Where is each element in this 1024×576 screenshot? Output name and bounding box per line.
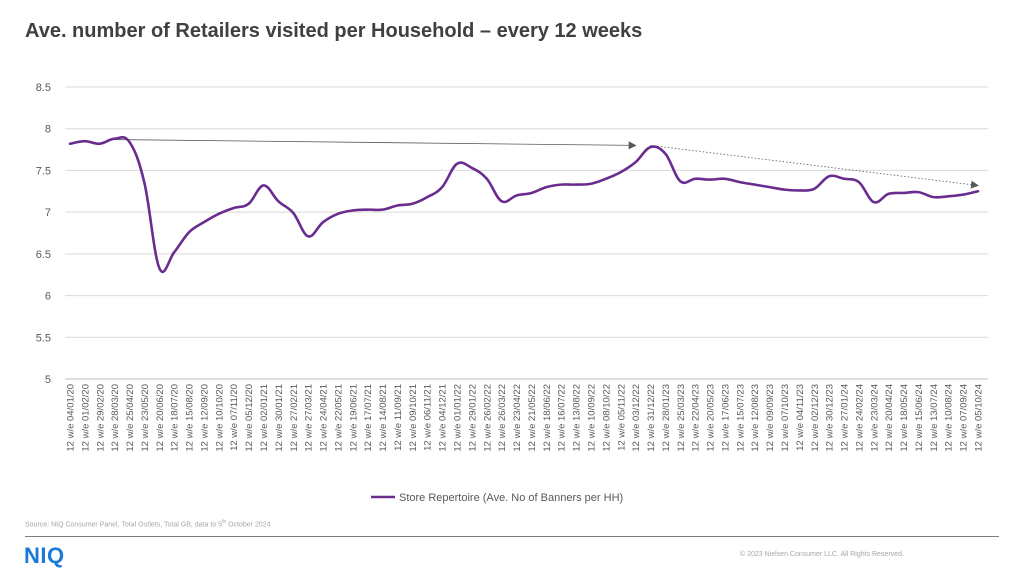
x-tick-label: 12 w/e 17/06/23 [720, 384, 731, 452]
source-prefix: Source: NIQ Consumer Panel, Total Outlet… [25, 521, 223, 529]
y-tick-label: 5.5 [36, 332, 51, 344]
x-tick-label: 12 w/e 12/09/20 [199, 384, 210, 452]
x-tick-label: 12 w/e 18/05/24 [899, 384, 910, 452]
x-tick-label: 12 w/e 29/02/20 [95, 384, 106, 452]
x-tick-label: 12 w/e 25/03/23 [676, 384, 687, 452]
x-tick-label: 12 w/e 23/04/22 [512, 384, 523, 452]
x-tick-label: 12 w/e 18/07/20 [170, 384, 181, 452]
x-tick-label: 12 w/e 24/04/21 [319, 384, 330, 452]
x-tick-label: 12 w/e 05/10/24 [974, 384, 985, 452]
x-tick-label: 12 w/e 08/10/22 [601, 384, 612, 452]
x-tick-label: 12 w/e 13/08/22 [572, 384, 583, 452]
x-tick-label: 12 w/e 01/02/20 [80, 384, 91, 452]
footer-divider [25, 536, 999, 537]
x-tick-label: 12 w/e 27/03/21 [304, 384, 315, 452]
x-tick-label: 12 w/e 06/11/21 [423, 384, 434, 451]
x-tick-label: 12 w/e 04/01/20 [66, 384, 77, 452]
x-tick-label: 12 w/e 15/08/20 [185, 384, 196, 452]
x-tick-label: 12 w/e 02/01/21 [259, 384, 270, 452]
x-tick-label: 12 w/e 30/01/21 [274, 384, 285, 452]
x-tick-label: 12 w/e 14/08/21 [378, 384, 389, 452]
x-tick-label: 12 w/e 02/12/23 [810, 384, 821, 452]
x-tick-label: 12 w/e 07/09/24 [959, 384, 970, 452]
x-tick-label: 12 w/e 31/12/22 [646, 384, 657, 452]
x-tick-label: 12 w/e 10/10/20 [214, 384, 225, 452]
trend-arrow-solid [114, 139, 637, 150]
x-tick-label: 12 w/e 15/06/24 [914, 384, 925, 452]
x-tick-label: 12 w/e 15/07/23 [735, 384, 746, 452]
x-tick-label: 12 w/e 13/07/24 [929, 384, 940, 452]
x-tick-label: 12 w/e 29/01/22 [467, 384, 478, 452]
y-tick-label: 8.5 [36, 82, 51, 94]
y-tick-label: 6 [45, 291, 51, 303]
x-tick-label: 12 w/e 10/09/22 [586, 384, 597, 452]
x-tick-label: 12 w/e 07/11/20 [229, 384, 240, 451]
x-tick-label: 12 w/e 19/06/21 [348, 384, 359, 452]
source-note: Source: NIQ Consumer Panel, Total Outlet… [25, 519, 271, 528]
x-tick-label: 12 w/e 01/01/22 [453, 384, 464, 452]
legend-label: Store Repertoire (Ave. No of Banners per… [399, 492, 623, 504]
x-tick-label: 12 w/e 27/01/24 [840, 384, 851, 452]
x-tick-label: 12 w/e 20/06/20 [155, 384, 166, 452]
gridlines [65, 86, 988, 380]
x-tick-label: 12 w/e 17/07/21 [363, 384, 374, 452]
x-tick-label: 12 w/e 28/01/23 [661, 384, 672, 452]
y-tick-label: 6.5 [36, 249, 51, 261]
x-tick-label: 12 w/e 27/02/21 [289, 384, 300, 452]
x-tick-label: 12 w/e 28/03/20 [110, 384, 121, 452]
x-tick-label: 12 w/e 03/12/22 [631, 384, 642, 452]
trend-annotations [114, 139, 979, 189]
y-tick-label: 7 [45, 207, 51, 219]
trend-arrow-dotted [650, 145, 979, 189]
x-tick-label: 12 w/e 09/10/21 [408, 384, 419, 452]
x-tick-label: 12 w/e 09/09/23 [765, 384, 776, 452]
x-tick-label: 12 w/e 18/06/22 [542, 384, 553, 452]
x-tick-label: 12 w/e 24/02/24 [854, 384, 865, 452]
x-tick-label: 12 w/e 12/08/23 [750, 384, 761, 452]
x-tick-label: 12 w/e 16/07/22 [557, 384, 568, 452]
x-tick-label: 12 w/e 23/05/20 [140, 384, 151, 452]
legend: Store Repertoire (Ave. No of Banners per… [371, 492, 623, 504]
x-tick-label: 12 w/e 20/04/24 [884, 384, 895, 452]
x-tick-label: 12 w/e 05/11/22 [616, 384, 627, 451]
y-tick-label: 7.5 [36, 165, 51, 177]
series-line [68, 136, 980, 274]
x-tick-label: 12 w/e 22/05/21 [333, 384, 344, 452]
y-tick-label: 5 [45, 374, 51, 386]
x-tick-label: 12 w/e 30/12/23 [825, 384, 836, 452]
x-tick-label: 12 w/e 26/02/22 [482, 384, 493, 452]
x-tick-label: 12 w/e 20/05/23 [706, 384, 717, 452]
x-tick-label: 12 w/e 04/12/21 [438, 384, 449, 452]
x-tick-label: 12 w/e 07/10/23 [780, 384, 791, 452]
source-superscript: th [222, 519, 227, 525]
chart-title: Ave. number of Retailers visited per Hou… [25, 20, 643, 42]
x-tick-label: 12 w/e 21/05/22 [527, 384, 538, 452]
copyright-text: © 2023 Nielsen Consumer LLC. All Rights … [740, 551, 904, 558]
y-tick-label: 8 [45, 124, 51, 136]
x-tick-label: 12 w/e 26/03/22 [497, 384, 508, 452]
x-tick-label: 12 w/e 23/03/24 [869, 384, 880, 452]
x-tick-label: 12 w/e 10/08/24 [944, 384, 955, 452]
series-layer [68, 136, 980, 274]
x-axis-ticks: 12 w/e 04/01/20 12 w/e 01/02/20 12 w/e 29/… [66, 384, 985, 452]
y-axis-ticks: 5 5.5 6 6.5 7 7.5 8 8.5 [36, 82, 51, 386]
x-tick-label: 12 w/e 04/11/23 [795, 384, 806, 451]
x-tick-label: 12 w/e 11/09/21 [393, 384, 404, 451]
x-tick-label: 12 w/e 05/12/20 [244, 384, 255, 452]
x-tick-label: 12 w/e 22/04/23 [691, 384, 702, 452]
x-tick-label: 12 w/e 25/04/20 [125, 384, 136, 452]
niq-logo: NIQ [24, 543, 65, 568]
source-suffix: October 2024 [226, 521, 271, 529]
